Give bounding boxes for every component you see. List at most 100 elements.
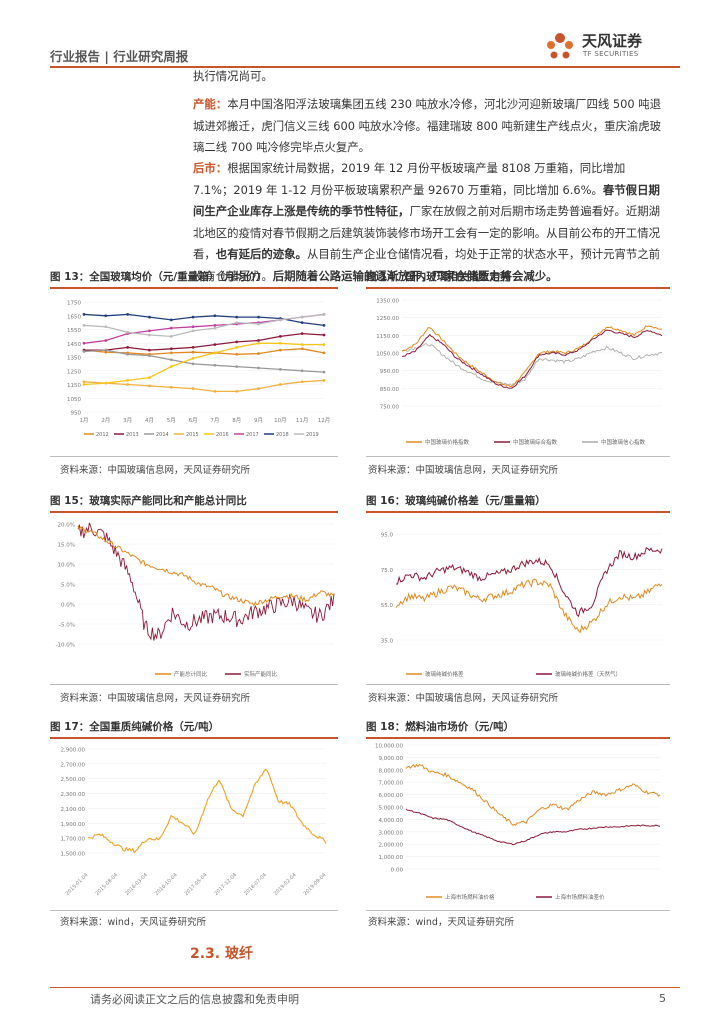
x-tick-label: 2016-03-04 <box>124 872 149 897</box>
legend-label: 2014 <box>156 432 169 438</box>
x-tick-label: 4月 <box>145 417 154 424</box>
figure-17-bottom-rule <box>50 910 338 911</box>
x-tick-label: 10月 <box>274 417 287 424</box>
y-tick-label: 2,500.00 <box>61 777 86 783</box>
outlook-highlight-1: 春节假日期间生产企业库存上涨是传统的季节性特征， <box>193 182 660 219</box>
data-point <box>169 365 173 369</box>
data-point <box>322 378 326 382</box>
y-tick-label: 7,000.00 <box>379 781 404 787</box>
page-header: 行业报告 | 行业研究周报 天风证券 TF SECURITIES <box>50 32 680 70</box>
figure-18-bottom-rule <box>366 910 670 911</box>
data-point <box>278 334 282 338</box>
legend-label: 上海市场燃料油差价 <box>555 893 605 901</box>
legend-label: 玻璃纯碱价格差 <box>425 670 464 678</box>
y-tick-label: 55.0 <box>381 603 394 609</box>
capacity-label: 产能： <box>193 97 228 111</box>
series-line-actual-capacity <box>77 522 335 641</box>
x-tick-label: 6月 <box>189 417 198 424</box>
series-line-2016 <box>83 342 324 386</box>
data-point <box>300 343 304 347</box>
x-tick-label: 7月 <box>210 417 219 424</box>
data-point <box>126 312 130 316</box>
data-point <box>126 330 130 334</box>
y-tick-label: 0.00 <box>391 868 404 874</box>
y-tick-label: 1450 <box>67 342 81 348</box>
figure-16-chart: 95.0 75.0 55.0 35.0 玻璃纯碱价格差 玻璃纯碱价格差（天然气） <box>381 533 663 678</box>
y-tick-label: 850.00 <box>380 387 400 393</box>
outlook-highlight-2: 也有延后的迹象。 <box>215 247 307 261</box>
data-point <box>257 315 260 319</box>
data-point <box>213 326 217 330</box>
legend-label: 2016 <box>216 432 229 438</box>
series-line-2019 <box>83 313 325 338</box>
x-tick-label: 9月 <box>254 417 263 424</box>
x-tick-label: 2016-10-04 <box>154 872 179 897</box>
data-point <box>235 352 239 356</box>
data-point <box>104 325 108 329</box>
y-tick-label: 1250 <box>67 369 81 375</box>
y-tick-label: 1350.00 <box>376 299 399 305</box>
y-tick-label: 2,900.00 <box>61 748 86 754</box>
figure-15-title: 图 15：玻璃实际产能同比和产能总计同比 <box>50 495 247 507</box>
data-point <box>213 323 217 327</box>
legend-label: 2015 <box>186 432 199 438</box>
legend-label: 玻璃纯碱价格差（天然气） <box>555 670 621 678</box>
data-point <box>235 345 239 349</box>
data-point <box>300 321 304 325</box>
data-point <box>213 314 217 318</box>
y-tick-label: 2,700.00 <box>61 762 86 768</box>
y-tick-label: 15.0% <box>58 543 75 549</box>
legend-label: 2017 <box>246 432 259 438</box>
x-tick-label: 2月 <box>101 417 110 424</box>
figure-17-rule <box>50 737 338 739</box>
legend-label: 实际产能同比 <box>244 670 278 678</box>
figure-13-rule <box>50 287 338 289</box>
legend-label: 2019 <box>306 432 319 438</box>
x-tick-label: 3月 <box>123 417 132 424</box>
data-point <box>148 354 151 358</box>
y-tick-label: 1750 <box>67 301 81 307</box>
x-tick-label: 5月 <box>167 417 176 424</box>
figure-13-title: 图 13：全国玻璃均价（元/重量箱）（月均价） <box>50 271 267 283</box>
series-line-2013 <box>84 332 325 351</box>
data-point <box>300 369 304 373</box>
x-tick-label: 2015-01-04 <box>65 872 90 897</box>
data-point <box>278 367 282 371</box>
series-line-soda-ash-price <box>87 768 327 854</box>
figure-14-rule <box>366 287 670 289</box>
data-point <box>82 350 86 353</box>
company-logo: 天风证券 TF SECURITIES <box>540 28 680 64</box>
y-tick-label: 6,000.00 <box>379 793 404 799</box>
data-point <box>278 383 282 386</box>
data-point <box>235 389 239 393</box>
series-line-total-capacity <box>77 525 335 607</box>
x-tick-label: 8月 <box>232 417 241 424</box>
y-tick-label: 4,000.00 <box>379 818 404 824</box>
data-point <box>191 315 195 319</box>
series-line-2014 <box>83 349 325 373</box>
series-line-gas-spread <box>395 546 663 618</box>
data-point <box>322 312 326 316</box>
data-point <box>213 351 217 355</box>
data-point <box>126 383 130 386</box>
x-tick-label: 2018-07-04 <box>243 872 268 897</box>
figure-15-rule <box>50 511 338 513</box>
y-tick-label: 5,000.00 <box>379 806 404 812</box>
y-tick-label: 3,000.00 <box>379 830 404 836</box>
figure-18-chart: 10,000.00 9,000.00 8,000.00 7,000.00 6,000.0… <box>375 744 661 901</box>
x-tick-label: 2017-05-04 <box>184 872 209 897</box>
data-point <box>104 348 108 352</box>
data-point <box>300 332 304 336</box>
figure-14-source: 资料来源：中国玻璃信息网，天风证券研究所 <box>368 465 559 476</box>
data-point <box>169 334 173 338</box>
outlook-body-2: 厂家在放假之前对后期市场走势普遍看好。近期湖北地区的疫情对春节假期之后建筑装饰装… <box>193 204 661 261</box>
series-line-price-index <box>401 325 663 388</box>
y-tick-label: 1150 <box>67 383 81 389</box>
y-tick-label: 2,000.00 <box>379 843 404 849</box>
data-point <box>82 341 86 345</box>
x-tick-label: 11月 <box>296 417 309 424</box>
figure-14-title: 图 14：国内玻璃相关指数走势 <box>366 271 511 283</box>
data-point <box>322 351 326 355</box>
figure-16-title: 图 16：玻璃纯碱价格差（元/重量箱） <box>366 495 546 507</box>
data-point <box>322 333 326 337</box>
